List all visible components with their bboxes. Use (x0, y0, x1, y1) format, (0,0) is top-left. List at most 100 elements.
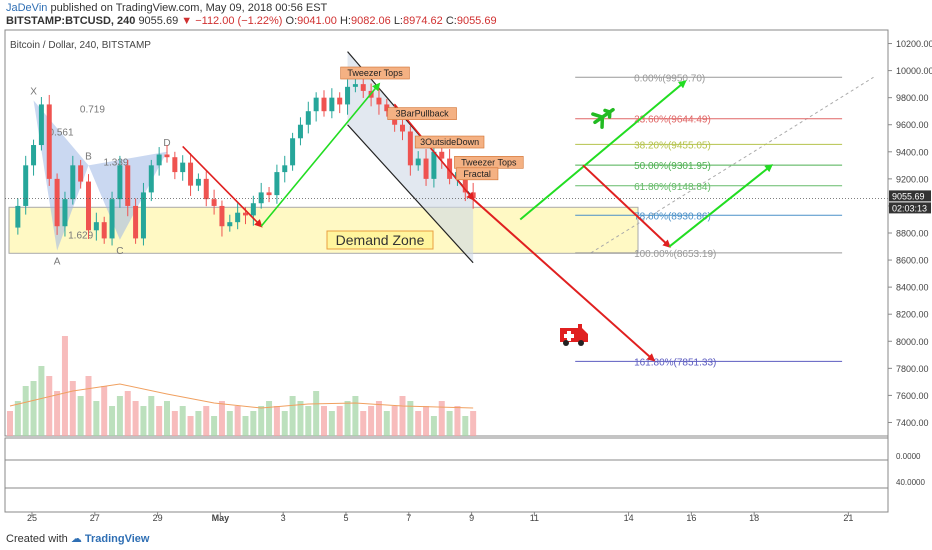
volume-bar (22, 386, 29, 436)
volume-bar (242, 416, 249, 436)
time-tick-label: 9 (469, 513, 474, 523)
volume-bar (368, 406, 375, 436)
candle-body (23, 165, 29, 206)
volume-bar (38, 366, 45, 436)
volume-bar (470, 411, 477, 436)
channel-lower-line (347, 124, 474, 264)
price-tick-label: 7600.00 (896, 391, 929, 401)
candle-body (164, 154, 170, 158)
volume-bar (258, 406, 265, 436)
price-tick-label: 10200.00 (896, 39, 932, 49)
green-arrow (260, 82, 381, 227)
price-tick-label: 8000.00 (896, 337, 929, 347)
harmonic-ratio-label: 1.629 (68, 230, 93, 241)
candle-body (15, 205, 21, 228)
candle-body (101, 222, 107, 239)
volume-bar (226, 411, 233, 436)
time-tick-label: 18 (749, 513, 759, 523)
volume-bar (321, 406, 327, 436)
candle-body (46, 104, 52, 179)
price-tick-label: 9800.00 (896, 93, 929, 103)
volume-bar (179, 406, 186, 436)
candle-body (400, 124, 405, 132)
volume-ma-line (9, 383, 474, 409)
harmonic-point-label: D (163, 138, 170, 149)
fib-level-label: 100.00%(8653.19) (634, 249, 716, 260)
annotation-label: Tweezer Tops (461, 157, 517, 167)
candle-body (384, 104, 390, 112)
candle-body (235, 212, 241, 223)
price-tick-label: 7800.00 (896, 364, 929, 374)
candle-body (258, 192, 264, 204)
close-value: 9055.69 (456, 15, 497, 27)
time-tick-label: 7 (406, 513, 411, 523)
fib-level-label: 61.80%(9148.84) (634, 182, 711, 193)
volume-bar (305, 406, 312, 436)
volume-bar (234, 406, 241, 436)
candle-body (195, 178, 201, 186)
countdown-tag (889, 202, 931, 214)
candle-body (290, 138, 296, 166)
volume-bar (383, 411, 390, 436)
price-tick-label: 8400.00 (896, 283, 929, 293)
time-tick-label: May (212, 513, 230, 523)
candle-body (423, 158, 429, 179)
candle-body (376, 97, 382, 105)
volume-bar (69, 381, 76, 436)
volume-bar (124, 391, 131, 436)
price-tick-label: 10000.00 (896, 66, 932, 76)
candle-body (86, 181, 91, 231)
price-change: −112.00 (−1.22%) (195, 15, 283, 27)
harmonic-point-label: B (85, 151, 92, 162)
publish-line: JaDeVin published on TradingView.com, Ma… (6, 2, 327, 14)
volume-bar (46, 376, 53, 436)
candle-body (78, 165, 84, 182)
candle-body (360, 84, 366, 91)
harmonic-point-label: C (116, 246, 123, 257)
low-value: 8974.62 (403, 15, 443, 27)
volume-bar (140, 406, 147, 436)
candle-body (329, 97, 335, 112)
price-tick-label: 9400.00 (896, 147, 929, 157)
candle-body (219, 205, 225, 227)
candle-body (345, 86, 351, 105)
candle-body (431, 151, 437, 179)
airplane-icon (591, 107, 615, 129)
red-arrow (582, 164, 671, 248)
harmonic-ratio-label: 1.339 (103, 157, 128, 168)
tradingview-brand[interactable]: TradingView (84, 533, 150, 545)
candle-body (38, 104, 44, 146)
candle-body (117, 165, 123, 200)
time-tick-label: 16 (686, 513, 696, 523)
author-name[interactable]: JaDeVin (6, 2, 48, 14)
candle-body (282, 165, 288, 173)
chart-title: Bitcoin / Dollar, 240, BITSTAMP (10, 40, 151, 51)
volume-bar (313, 391, 320, 436)
time-tick-label: 3 (281, 513, 286, 523)
volume-bar (85, 376, 92, 436)
volume-bar (454, 406, 461, 436)
green-arrow (668, 164, 774, 248)
volume-bar (30, 381, 37, 436)
annotation-label: 3BarPullback (396, 109, 450, 119)
volume-bar (328, 411, 335, 436)
volume-bar (462, 416, 469, 436)
annotation-label: Tweezer Tops (347, 68, 403, 78)
candle-body (172, 157, 178, 173)
volume-bar (7, 411, 13, 436)
volume-bar (391, 406, 398, 436)
volume-bar (61, 336, 68, 436)
l-label: L: (393, 15, 403, 27)
publish-info: published on TradingView.com, May 09, 20… (50, 2, 328, 14)
volume-bar (195, 411, 202, 436)
volume-bar (109, 406, 116, 436)
annotation-box (387, 107, 457, 120)
created-with-text: Created with (6, 533, 68, 545)
time-tick-label: 11 (530, 513, 539, 523)
candle-body (211, 199, 217, 206)
volume-bar (211, 416, 218, 436)
candle-body (321, 97, 327, 112)
candle-body (109, 199, 115, 239)
volume-bar (446, 411, 453, 436)
